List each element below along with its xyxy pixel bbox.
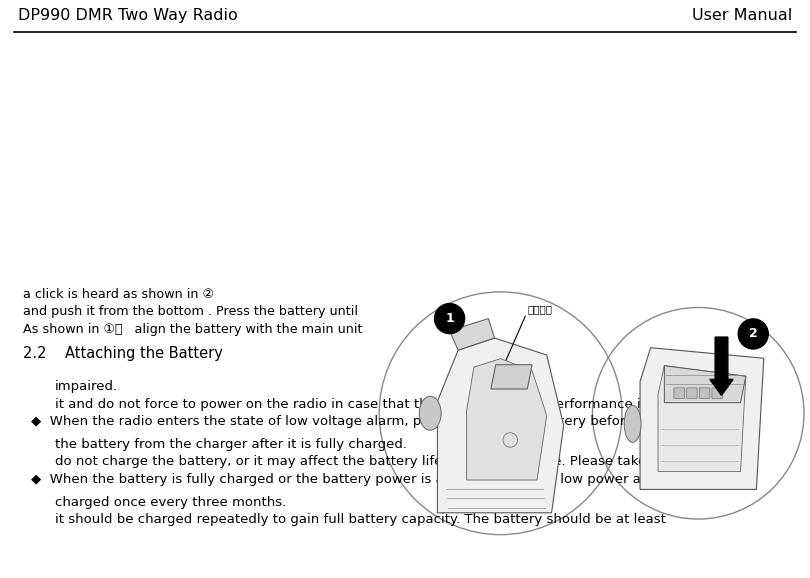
- Polygon shape: [437, 338, 564, 513]
- Polygon shape: [450, 318, 495, 350]
- Ellipse shape: [420, 397, 441, 430]
- Text: ◆  When the radio enters the state of low voltage alarm, please charge the batte: ◆ When the radio enters the state of low…: [31, 415, 674, 428]
- Text: the battery from the charger after it is fully charged.: the battery from the charger after it is…: [55, 438, 407, 451]
- Polygon shape: [640, 348, 764, 490]
- FancyBboxPatch shape: [712, 388, 723, 398]
- Text: charged once every three months.: charged once every three months.: [55, 496, 286, 509]
- Circle shape: [435, 303, 465, 334]
- Circle shape: [738, 319, 768, 349]
- Polygon shape: [658, 366, 746, 472]
- FancyBboxPatch shape: [674, 388, 684, 398]
- Text: ◆  When the battery is fully charged or the battery power is above the level of : ◆ When the battery is fully charged or t…: [31, 473, 667, 486]
- Polygon shape: [664, 366, 746, 403]
- Text: and push it from the bottom . Press the battery until: and push it from the bottom . Press the …: [23, 305, 358, 318]
- Text: 电池卡槽: 电池卡槽: [527, 304, 552, 314]
- Text: a click is heard as shown in ②: a click is heard as shown in ②: [23, 288, 214, 301]
- Text: do not charge the battery, or it may affect the battery life and performance. Pl: do not charge the battery, or it may aff…: [55, 455, 672, 468]
- Text: 2.2    Attaching the Battery: 2.2 Attaching the Battery: [23, 346, 223, 361]
- Text: 2: 2: [749, 328, 757, 340]
- Text: DP990 DMR Two Way Radio: DP990 DMR Two Way Radio: [18, 8, 238, 23]
- Text: User Manual: User Manual: [692, 8, 792, 23]
- FancyArrow shape: [710, 337, 733, 395]
- Polygon shape: [467, 358, 547, 480]
- Text: it and do not force to power on the radio in case that the battery life and perf: it and do not force to power on the radi…: [55, 398, 648, 410]
- FancyBboxPatch shape: [687, 388, 697, 398]
- Text: 1: 1: [446, 312, 454, 325]
- Text: impaired.: impaired.: [55, 380, 118, 393]
- Polygon shape: [491, 365, 532, 389]
- Text: it should be charged repeatedly to gain full battery capacity. The battery shoul: it should be charged repeatedly to gain …: [55, 513, 666, 526]
- Ellipse shape: [625, 405, 641, 442]
- Text: As shown in ①，   align the battery with the main unit: As shown in ①， align the battery with th…: [23, 323, 362, 335]
- FancyBboxPatch shape: [699, 388, 710, 398]
